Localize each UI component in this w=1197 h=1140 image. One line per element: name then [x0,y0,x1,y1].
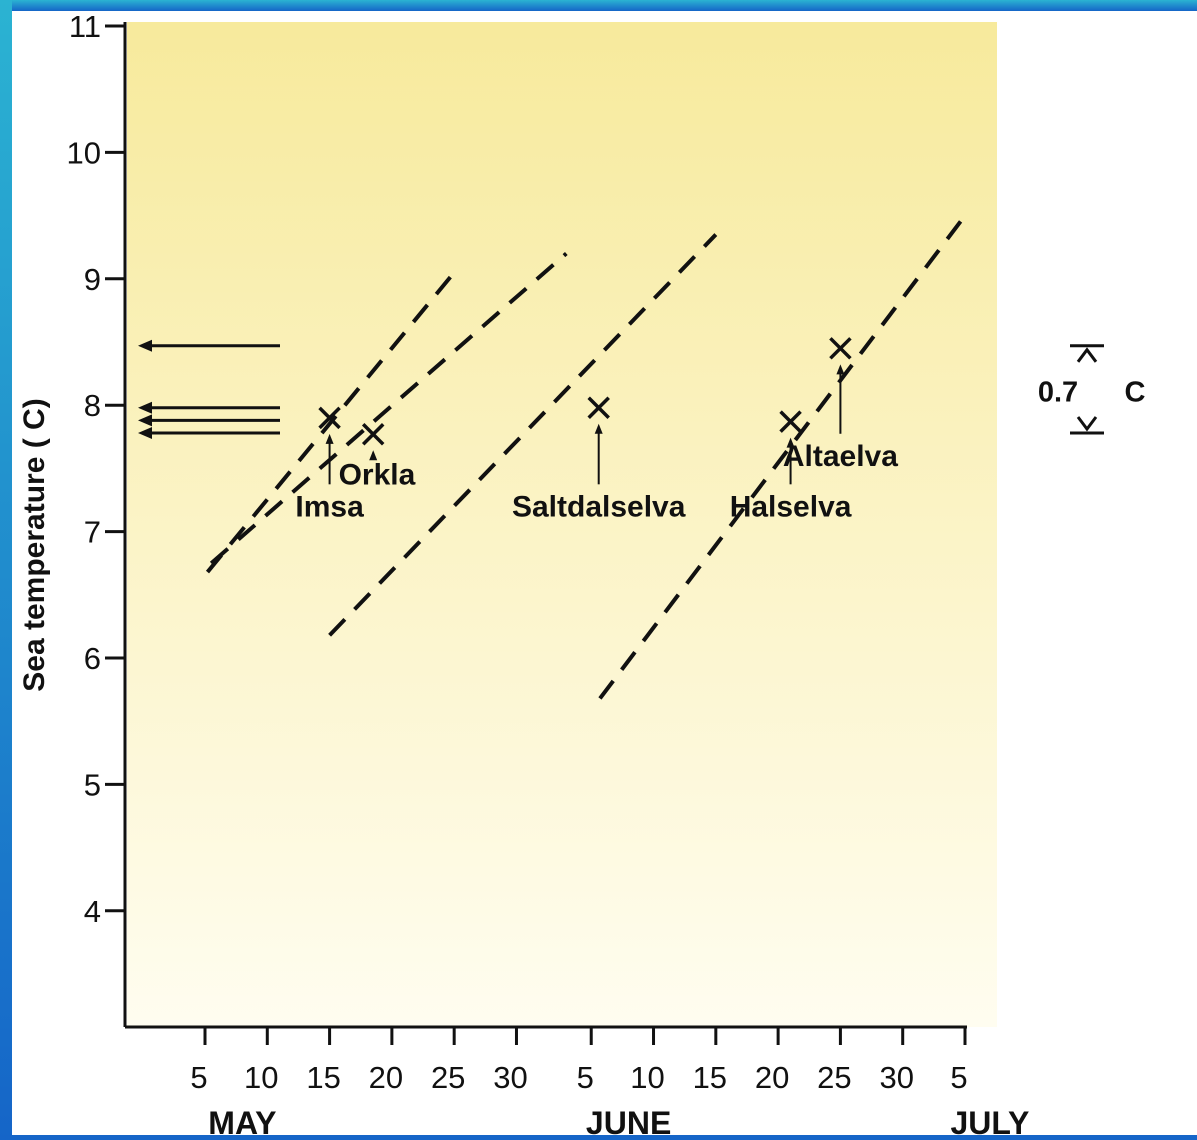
reference-arrow-head [138,414,152,427]
scale-value-label: 0.7 [1038,376,1078,408]
series-line [205,271,456,574]
x-tick-label: 10 [630,1060,664,1095]
y-tick-label: 9 [84,262,101,297]
y-axis-label: Sea temperature ( C) [18,398,51,691]
series-line [209,252,568,565]
month-labels: MAY JUNE JULY [208,1105,1029,1140]
month-label: JUNE [586,1105,671,1140]
y-tick-label: 8 [84,388,101,423]
pointer-arrow-head [325,433,334,444]
frame-top-border [0,0,1197,11]
river-label: Imsa [295,490,364,523]
scale-indicator: 0.7 C [1038,344,1146,435]
pointer-arrow-head [369,450,378,461]
river-label: Orkla [339,459,416,492]
axes [123,22,967,1029]
marker-stroke [779,410,802,433]
y-ticks: 4 5 6 7 8 9 10 11 [67,9,125,929]
x-ticks: 5 10 15 20 25 30 5 10 15 20 25 30 5 [190,1027,968,1095]
scale-unit-label: C [1125,376,1146,408]
y-tick-label: 6 [84,641,101,676]
x-tick-label: 5 [577,1060,594,1095]
river-label: Altaelva [783,440,898,473]
frame-left-border [0,0,12,1140]
frame-bottom-border [0,1135,1197,1140]
river-label: Saltdalselva [512,490,686,523]
marker-stroke [318,406,341,430]
reference-arrows [138,339,280,440]
x-tick-label: 5 [190,1060,207,1095]
marker-stroke [587,396,610,419]
plot-background [127,22,997,1027]
y-tick-label: 10 [67,135,101,170]
x-tick-label: 20 [369,1060,403,1095]
reference-arrow-head [138,427,152,440]
data-point-marker [587,396,610,419]
x-tick-label: 30 [493,1060,527,1095]
river-label: Halselva [730,490,852,523]
month-label: MAY [208,1105,276,1140]
marker-stroke [361,423,385,446]
data-point-marker [779,410,802,433]
month-label: JULY [950,1105,1029,1140]
pointer-arrow-head [594,423,603,434]
data-point-marker [318,406,341,430]
data-point-marker [829,337,852,360]
x-tick-label: 25 [431,1060,465,1095]
y-tick-label: 7 [84,515,101,550]
y-tick-label: 11 [69,9,101,44]
y-tick-label: 4 [84,894,101,929]
x-tick-label: 10 [244,1060,278,1095]
reference-arrow-head [138,401,152,414]
series-line [598,214,967,700]
x-tick-label: 20 [755,1060,789,1095]
pointer-arrow-head [786,437,795,448]
x-tick-label: 5 [950,1060,967,1095]
x-tick-label: 15 [306,1060,340,1095]
data-point-marker [361,423,385,446]
x-tick-label: 25 [817,1060,851,1095]
x-tick-label: 30 [879,1060,913,1095]
scale-top-arrow [1076,347,1098,363]
reference-arrow-head [138,339,152,352]
x-tick-label: 15 [693,1060,727,1095]
y-tick-label: 5 [84,767,101,802]
scale-bottom-arrow [1076,416,1098,432]
marker-stroke [829,337,852,360]
series-line [328,233,718,637]
pointer-arrow-head [836,364,845,375]
